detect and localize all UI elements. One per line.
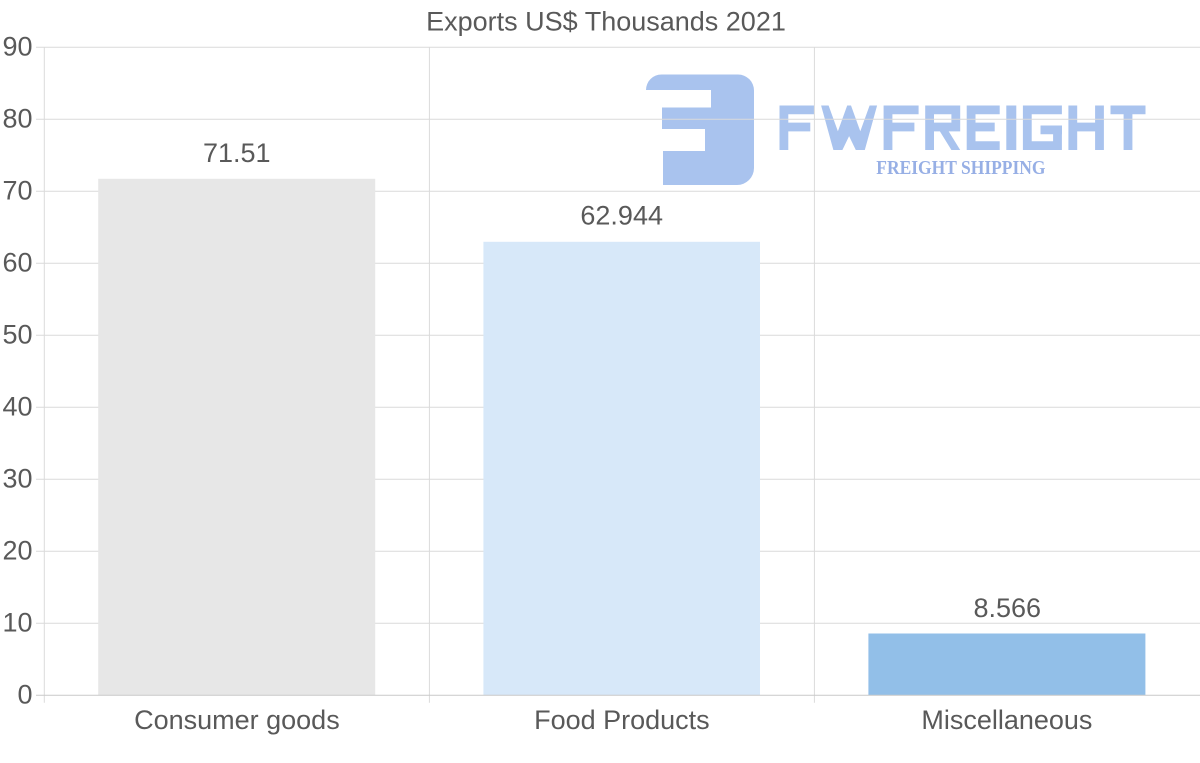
svg-text:Food Products: Food Products: [534, 705, 710, 735]
svg-text:60: 60: [2, 247, 32, 277]
svg-text:40: 40: [2, 391, 32, 421]
svg-text:Miscellaneous: Miscellaneous: [921, 705, 1092, 735]
svg-text:70: 70: [2, 175, 32, 205]
svg-text:Consumer goods: Consumer goods: [134, 705, 340, 735]
svg-text:62.944: 62.944: [580, 201, 663, 231]
svg-text:90: 90: [2, 31, 32, 61]
svg-text:80: 80: [2, 103, 32, 133]
svg-text:0: 0: [17, 679, 32, 709]
svg-text:20: 20: [2, 535, 32, 565]
svg-text:8.566: 8.566: [974, 593, 1042, 623]
svg-text:30: 30: [2, 463, 32, 493]
svg-text:FREIGHT SHIPPING: FREIGHT SHIPPING: [876, 157, 1046, 179]
svg-text:50: 50: [2, 319, 32, 349]
svg-text:71.51: 71.51: [203, 138, 271, 168]
svg-text:Exports US$ Thousands 2021: Exports US$ Thousands 2021: [426, 6, 786, 36]
svg-text:10: 10: [2, 607, 32, 637]
